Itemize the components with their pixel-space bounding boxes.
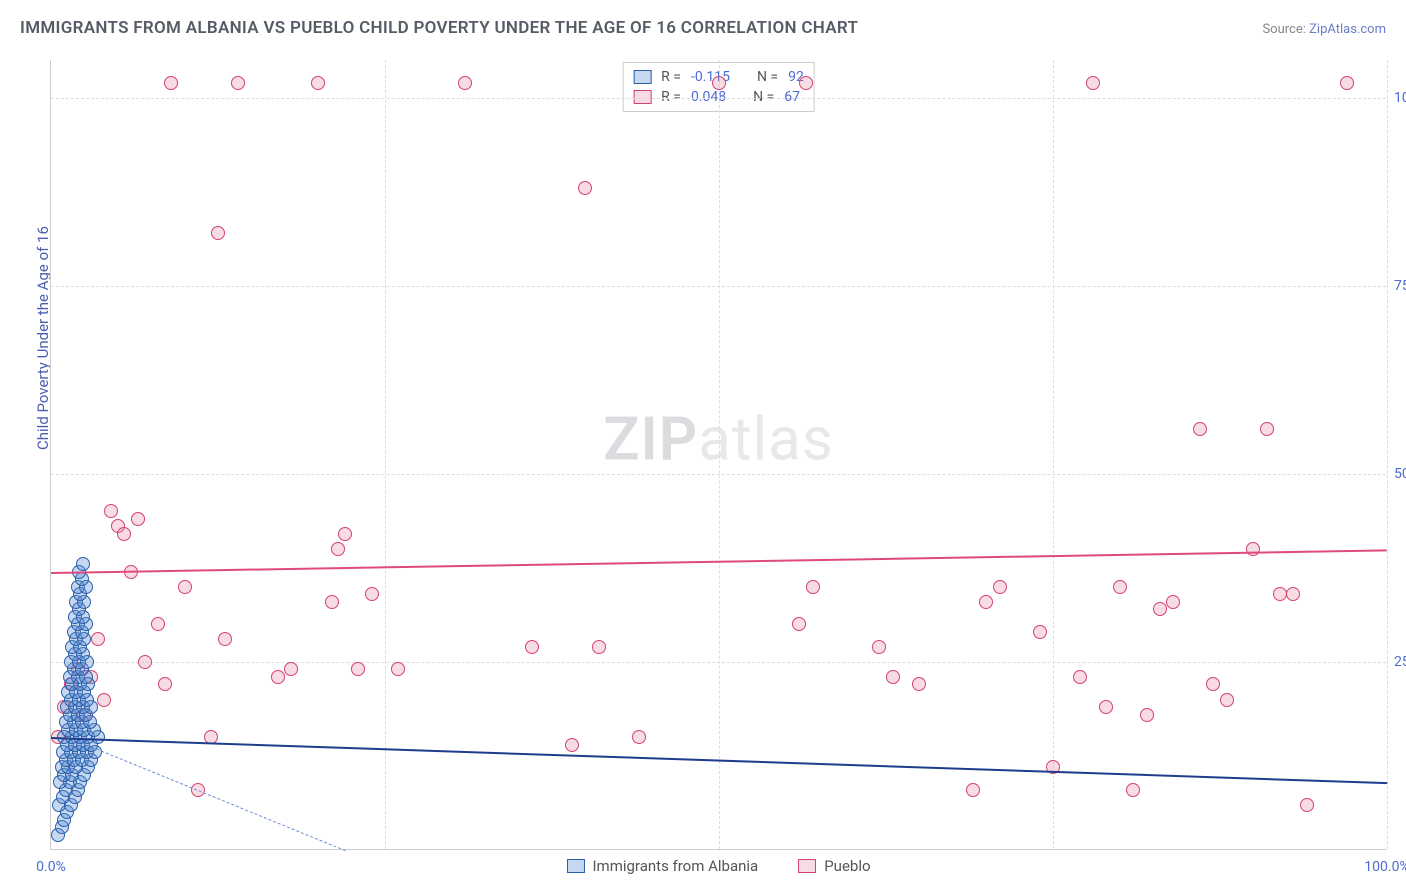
data-point: [117, 527, 131, 541]
data-point: [1260, 422, 1274, 436]
legend-label-1: Pueblo: [824, 857, 870, 875]
data-point: [1166, 595, 1180, 609]
data-point: [872, 640, 886, 654]
data-point: [131, 512, 145, 526]
data-point: [91, 632, 105, 646]
data-point: [578, 181, 592, 195]
data-point: [97, 693, 111, 707]
data-point: [525, 640, 539, 654]
data-point: [365, 587, 379, 601]
x-tick-label: 0.0%: [36, 859, 66, 875]
gridline-v: [1387, 60, 1388, 849]
data-point: [1273, 587, 1287, 601]
data-point: [391, 662, 405, 676]
data-point: [1033, 625, 1047, 639]
legend-swatch-bottom-0: [566, 859, 584, 873]
data-point: [284, 662, 298, 676]
data-point: [1073, 670, 1087, 684]
series-legend: Immigrants from Albania Pueblo: [566, 857, 870, 875]
legend-item-1: Pueblo: [798, 857, 870, 875]
data-point: [164, 76, 178, 90]
chart-title: IMMIGRANTS FROM ALBANIA VS PUEBLO CHILD …: [20, 18, 858, 38]
chart-container: IMMIGRANTS FROM ALBANIA VS PUEBLO CHILD …: [0, 0, 1406, 892]
data-point: [966, 783, 980, 797]
gridline-v: [719, 60, 720, 849]
n-label: N =: [757, 69, 778, 85]
data-point: [104, 504, 118, 518]
x-tick-label: 100.0%: [1364, 859, 1406, 875]
data-point: [799, 76, 813, 90]
data-point: [979, 595, 993, 609]
r-label: R =: [661, 69, 681, 85]
data-point: [271, 670, 285, 684]
y-tick-label: 75.0%: [1394, 278, 1406, 294]
watermark-part1: ZIP: [603, 403, 698, 474]
data-point: [912, 677, 926, 691]
data-point: [1340, 76, 1354, 90]
data-point: [231, 76, 245, 90]
data-point: [1086, 76, 1100, 90]
data-point: [632, 730, 646, 744]
data-point: [1286, 587, 1300, 601]
legend-item-0: Immigrants from Albania: [566, 857, 758, 875]
data-point: [792, 617, 806, 631]
source-link[interactable]: ZipAtlas.com: [1309, 22, 1386, 37]
y-tick-label: 50.0%: [1394, 466, 1406, 482]
data-point: [138, 655, 152, 669]
gridline-v: [385, 60, 386, 849]
data-point: [1300, 798, 1314, 812]
data-point: [712, 76, 726, 90]
legend-swatch-0: [633, 70, 651, 84]
data-point: [211, 226, 225, 240]
data-point: [151, 617, 165, 631]
source-label: Source:: [1262, 22, 1305, 37]
data-point: [351, 662, 365, 676]
data-point: [331, 542, 345, 556]
data-point: [218, 632, 232, 646]
data-point: [592, 640, 606, 654]
data-point: [806, 580, 820, 594]
data-point: [1193, 422, 1207, 436]
plot-area: ZIPatlas R = -0.115 N = 92 R = 0.048 N =…: [50, 60, 1386, 850]
data-point: [1113, 580, 1127, 594]
data-point: [458, 76, 472, 90]
data-point: [993, 580, 1007, 594]
data-point: [886, 670, 900, 684]
data-point: [311, 76, 325, 90]
data-point: [338, 527, 352, 541]
data-point: [1246, 542, 1260, 556]
data-point: [1206, 677, 1220, 691]
gridline-v: [1053, 60, 1054, 849]
data-point: [565, 738, 579, 752]
data-point: [1153, 602, 1167, 616]
data-point: [1140, 708, 1154, 722]
legend-swatch-bottom-1: [798, 859, 816, 873]
data-point: [1099, 700, 1113, 714]
y-tick-label: 25.0%: [1394, 654, 1406, 670]
y-tick-label: 100.0%: [1394, 90, 1406, 106]
data-point: [158, 677, 172, 691]
source-attribution: Source: ZipAtlas.com: [1262, 22, 1386, 37]
data-point: [76, 557, 90, 571]
data-point: [1220, 693, 1234, 707]
trendline-dashed: [78, 741, 346, 851]
data-point: [325, 595, 339, 609]
data-point: [178, 580, 192, 594]
data-point: [1126, 783, 1140, 797]
legend-label-0: Immigrants from Albania: [592, 857, 758, 875]
